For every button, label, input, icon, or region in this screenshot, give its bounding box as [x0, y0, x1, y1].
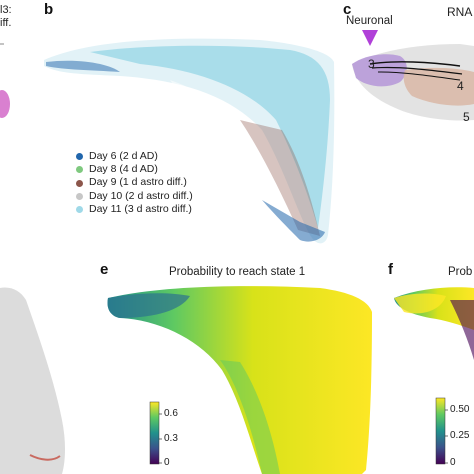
colorbar-e-tick-low: 0 [164, 457, 170, 468]
day-legend: Day 6 (2 d AD) Day 8 (4 d AD) Day 9 (1 d… [76, 150, 193, 216]
state-label-5: 5 [463, 110, 470, 124]
colorbar-f-tick-low: 0 [450, 457, 456, 468]
legend-label: Day 6 (2 d AD) [89, 150, 158, 162]
panel-a-partial-text-1: l3: [0, 4, 12, 16]
colorbar-f-tick-mid: 0.25 [450, 430, 470, 441]
neuronal-marker-icon [362, 30, 378, 46]
panel-b-embedding [44, 38, 335, 244]
legend-item-day10: Day 10 (2 d astro diff.) [76, 190, 193, 203]
legend-item-day9: Day 9 (1 d astro diff.) [76, 176, 193, 189]
legend-swatch [76, 179, 83, 187]
panel-e-title: Probability to reach state 1 [169, 266, 306, 278]
colorbar-e-tick-mid: 0.3 [164, 433, 178, 444]
neuronal-label: Neuronal [346, 15, 393, 27]
panel-a-sphere [0, 90, 10, 118]
colorbar-e [149, 401, 160, 465]
panel-f-embedding [394, 287, 474, 360]
panel-e-embedding [107, 286, 372, 474]
panel-d-embedding [0, 287, 65, 474]
panel-c-partial-title: RNA [447, 5, 473, 19]
legend-label: Day 11 (3 d astro diff.) [89, 202, 192, 215]
state-label-4: 4 [457, 79, 464, 93]
panel-a-partial-text-2: iff. [0, 17, 12, 29]
panel-f-letter: f [388, 261, 393, 278]
legend-label: Day 8 (4 d AD) [89, 163, 158, 176]
colorbar-f [435, 397, 446, 465]
legend-label: Day 9 (1 d astro diff.) [89, 176, 187, 189]
legend-item-day11: Day 11 (3 d astro diff.) [76, 203, 193, 216]
panel-f-partial-title: Prob [448, 266, 473, 278]
legend-swatch [76, 192, 83, 200]
panel-b-letter: b [44, 1, 54, 18]
state-label-3: 3 [368, 57, 375, 71]
panel-c-embedding [352, 30, 474, 121]
panel-e-letter: e [100, 261, 109, 278]
legend-item-day8: Day 8 (4 d AD) [76, 163, 193, 176]
legend-item-day6: Day 6 (2 d AD) [76, 150, 193, 163]
state4-cell-cluster [403, 67, 474, 106]
legend-swatch [76, 205, 83, 213]
colorbar-f-tick-high: 0.50 [450, 404, 470, 415]
panel-c-letter: c [343, 1, 352, 18]
legend-label: Day 10 (2 d astro diff.) [89, 189, 193, 202]
legend-swatch [76, 153, 83, 161]
legend-swatch [76, 166, 83, 174]
colorbar-e-tick-high: 0.6 [164, 408, 178, 419]
